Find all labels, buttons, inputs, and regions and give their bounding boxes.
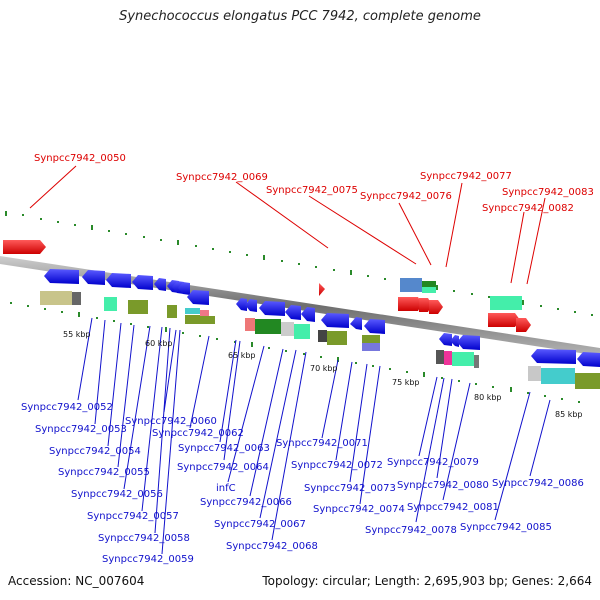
gene-label-0056: Synpcc7942_0056: [71, 489, 163, 500]
gene-0064-arrow: [259, 301, 285, 316]
gene-0083-arrow: [516, 318, 531, 332]
forward-gene-labels: Synpcc7942_0050 Synpcc7942_0069 Synpcc79…: [34, 153, 594, 214]
gene-label-0050: Synpcc7942_0050: [34, 153, 126, 164]
gene-0055-arrow: [132, 275, 153, 290]
reverse-dotted-track: [10, 302, 580, 403]
gene-0078-arrow: [439, 333, 452, 346]
gene-label-0086: Synpcc7942_0086: [492, 478, 584, 489]
gene-label-0057: Synpcc7942_0057: [87, 511, 179, 522]
gene-label-0067: Synpcc7942_0067: [214, 519, 306, 530]
gene-label-0076: Synpcc7942_0076: [360, 191, 452, 202]
gene-0054-arrow: [106, 273, 131, 288]
gene-label-0085: Synpcc7942_0085: [460, 522, 552, 533]
gene-label-0079: Synpcc7942_0079: [387, 457, 479, 468]
scale-label: 75 kbp: [392, 378, 420, 387]
gene-label-0055: Synpcc7942_0055: [58, 467, 150, 478]
gene-0086-arrow: [531, 349, 576, 364]
forward-feature-bars: [400, 278, 522, 310]
gene-label-0059: Synpcc7942_0059: [102, 554, 194, 565]
gene-label-0071: Synpcc7942_0071: [276, 438, 368, 449]
gene-0071-arrow: [321, 313, 349, 328]
reverse-feature-bars: [40, 291, 600, 389]
gene-0073-arrow: [350, 317, 362, 330]
gene-label-0081: Synpcc7942_0081: [407, 502, 499, 513]
gene-0059-arrow: [178, 282, 190, 295]
reverse-gene-labels: Synpcc7942_0052 Synpcc7942_0053 Synpcc79…: [21, 402, 584, 565]
forward-dotted-track: [5, 211, 593, 316]
gene-label-0080: Synpcc7942_0080: [397, 480, 489, 491]
gene-label-0082: Synpcc7942_0082: [482, 203, 574, 214]
gene-0081-arrow: [457, 335, 480, 350]
gene-label-0064: Synpcc7942_0064: [177, 462, 269, 473]
gene-label-0063: Synpcc7942_0063: [178, 443, 270, 454]
gene-0080-arrow: [450, 335, 459, 347]
gene-label-infC: infC: [216, 483, 236, 494]
gene-0063-arrow: [245, 299, 257, 312]
gene-label-0060: Synpcc7942_0060: [125, 416, 217, 427]
scale-labels: 55 kbp 60 kbp 65 kbp 70 kbp 75 kbp 80 kb…: [63, 330, 583, 419]
gene-0075-arrow: [429, 300, 443, 314]
gene-0076-arrow: [398, 297, 422, 311]
gene-0067-arrow: [301, 307, 315, 322]
gene-label-0078: Synpcc7942_0078: [365, 525, 457, 536]
gene-0050-arrow: [3, 240, 46, 254]
scale-label: 55 kbp: [63, 330, 91, 339]
genome-summary-text: Topology: circular; Length: 2,695,903 bp…: [262, 574, 592, 588]
map-title: Synechococcus elongatus PCC 7942, comple…: [119, 9, 481, 24]
gene-label-0066: Synpcc7942_0066: [200, 497, 292, 508]
gene-label-0077: Synpcc7942_0077: [420, 171, 512, 182]
scale-label: 65 kbp: [228, 351, 256, 360]
gene-label-0053: Synpcc7942_0053: [35, 424, 127, 435]
gene-0082-arrow: [488, 313, 520, 327]
forward-genes: [3, 240, 531, 332]
gene-0052-arrow: [44, 269, 79, 284]
scale-label: 60 kbp: [145, 339, 173, 348]
gene-label-0072: Synpcc7942_0072: [291, 460, 383, 471]
gene-label-0075: Synpcc7942_0075: [266, 185, 358, 196]
gene-0053-arrow: [82, 270, 105, 285]
gene-0062-arrow: [236, 298, 247, 311]
gene-label-0073: Synpcc7942_0073: [304, 483, 396, 494]
reverse-genes: [44, 269, 600, 367]
scale-label: 80 kbp: [474, 393, 502, 402]
gene-0077-arrow: [419, 298, 432, 312]
gene-label-0074: Synpcc7942_0074: [313, 504, 405, 515]
gene-label-0083: Synpcc7942_0083: [502, 187, 594, 198]
gene-label-0054: Synpcc7942_0054: [49, 446, 141, 457]
gene-label-0052: Synpcc7942_0052: [21, 402, 113, 413]
gene-label-0058: Synpcc7942_0058: [98, 533, 190, 544]
gene-0085-arrow: [577, 352, 600, 367]
gene-0069-arrow: [319, 283, 325, 296]
scale-label: 70 kbp: [310, 364, 338, 373]
gene-0074-arrow: [364, 319, 385, 334]
gene-label-0068: Synpcc7942_0068: [226, 541, 318, 552]
gene-label-0062: Synpcc7942_0062: [152, 428, 244, 439]
forward-leader-lines: [29, 165, 546, 285]
gene-0066-arrow: [285, 305, 301, 320]
reverse-leader-lines: [77, 317, 551, 555]
gene-0056-arrow: [154, 278, 166, 291]
gene-0060-arrow: [187, 290, 209, 305]
scale-label: 85 kbp: [555, 410, 583, 419]
gene-label-0069: Synpcc7942_0069: [176, 172, 268, 183]
accession-text: Accession: NC_007604: [8, 574, 145, 588]
